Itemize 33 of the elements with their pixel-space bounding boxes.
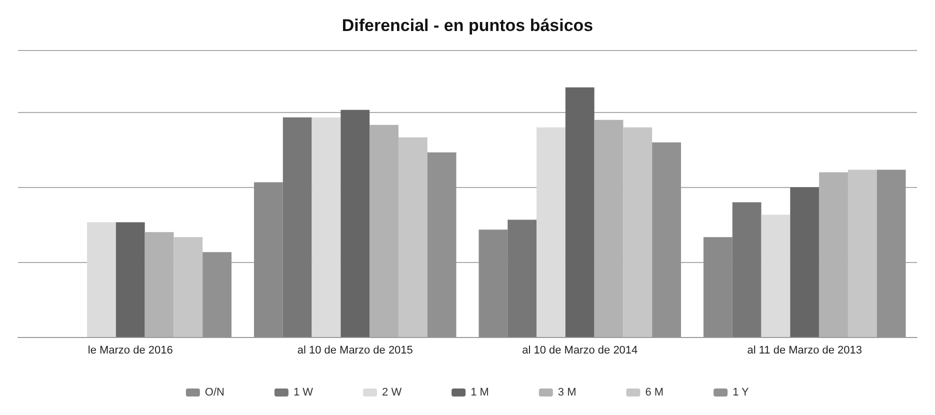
bar xyxy=(312,117,341,337)
x-tick-label: al 11 de Marzo de 2013 xyxy=(747,344,862,356)
bar xyxy=(536,127,566,337)
bar xyxy=(144,232,174,337)
legend-label: 6 M xyxy=(645,386,664,398)
x-tick-label: le Marzo de 2016 xyxy=(88,344,173,356)
x-tick-label: al 10 de Marzo de 2014 xyxy=(522,344,638,356)
bar xyxy=(594,120,624,337)
legend-label: O/N xyxy=(204,386,225,398)
bar xyxy=(174,237,203,337)
bar xyxy=(732,202,762,337)
bar xyxy=(282,117,312,337)
bar xyxy=(508,220,537,337)
bar xyxy=(254,182,283,337)
bar xyxy=(116,222,145,337)
bar xyxy=(761,214,790,337)
chart-title: Diferencial - en puntos básicos xyxy=(342,16,594,35)
bar xyxy=(87,222,116,337)
legend-label: 2 W xyxy=(382,386,402,398)
legend-label: 1 W xyxy=(293,386,314,398)
bar xyxy=(848,170,877,337)
x-tick-label: al 10 de Marzo de 2015 xyxy=(297,344,413,356)
bar xyxy=(565,87,594,337)
bar xyxy=(703,237,732,337)
bar xyxy=(790,187,820,337)
legend-label: 3 M xyxy=(558,386,576,398)
bar xyxy=(623,127,652,337)
legend-label: 1 M xyxy=(470,386,489,398)
bar xyxy=(478,230,508,337)
legend-label: 1 Y xyxy=(732,386,750,398)
bar xyxy=(340,110,370,337)
bar xyxy=(370,124,398,337)
bar xyxy=(398,137,428,337)
